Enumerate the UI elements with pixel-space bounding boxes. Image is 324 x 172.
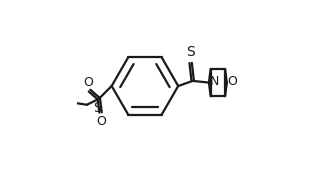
Text: N: N xyxy=(209,75,219,88)
Text: S: S xyxy=(186,45,195,59)
Text: O: O xyxy=(84,76,93,89)
Text: O: O xyxy=(97,115,106,128)
Text: S: S xyxy=(93,100,102,115)
Text: O: O xyxy=(228,75,237,88)
